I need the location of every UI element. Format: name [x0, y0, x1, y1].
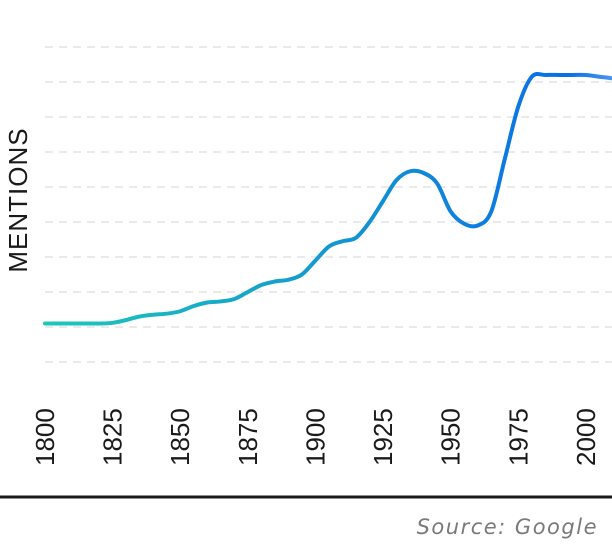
x-axis-ticks: 1800 1825 1850 1875 1900 1925 1950 1975 2000 [30, 408, 601, 466]
x-tick-label: 1925 [368, 408, 398, 466]
x-tick-label: 1950 [436, 408, 466, 466]
source-credit: Source: Google [416, 515, 598, 539]
x-tick-label: 1875 [233, 408, 263, 466]
x-tick-label: 1900 [300, 408, 330, 466]
x-tick-label: 1800 [30, 408, 60, 466]
x-tick-label: 1975 [503, 408, 533, 466]
series-line [43, 71, 612, 326]
y-axis-label: MENTIONS [3, 127, 33, 272]
x-tick-label: 1825 [98, 408, 128, 466]
gridlines [45, 46, 612, 363]
x-tick-label: 1850 [165, 408, 195, 466]
x-tick-label: 2000 [571, 408, 601, 466]
